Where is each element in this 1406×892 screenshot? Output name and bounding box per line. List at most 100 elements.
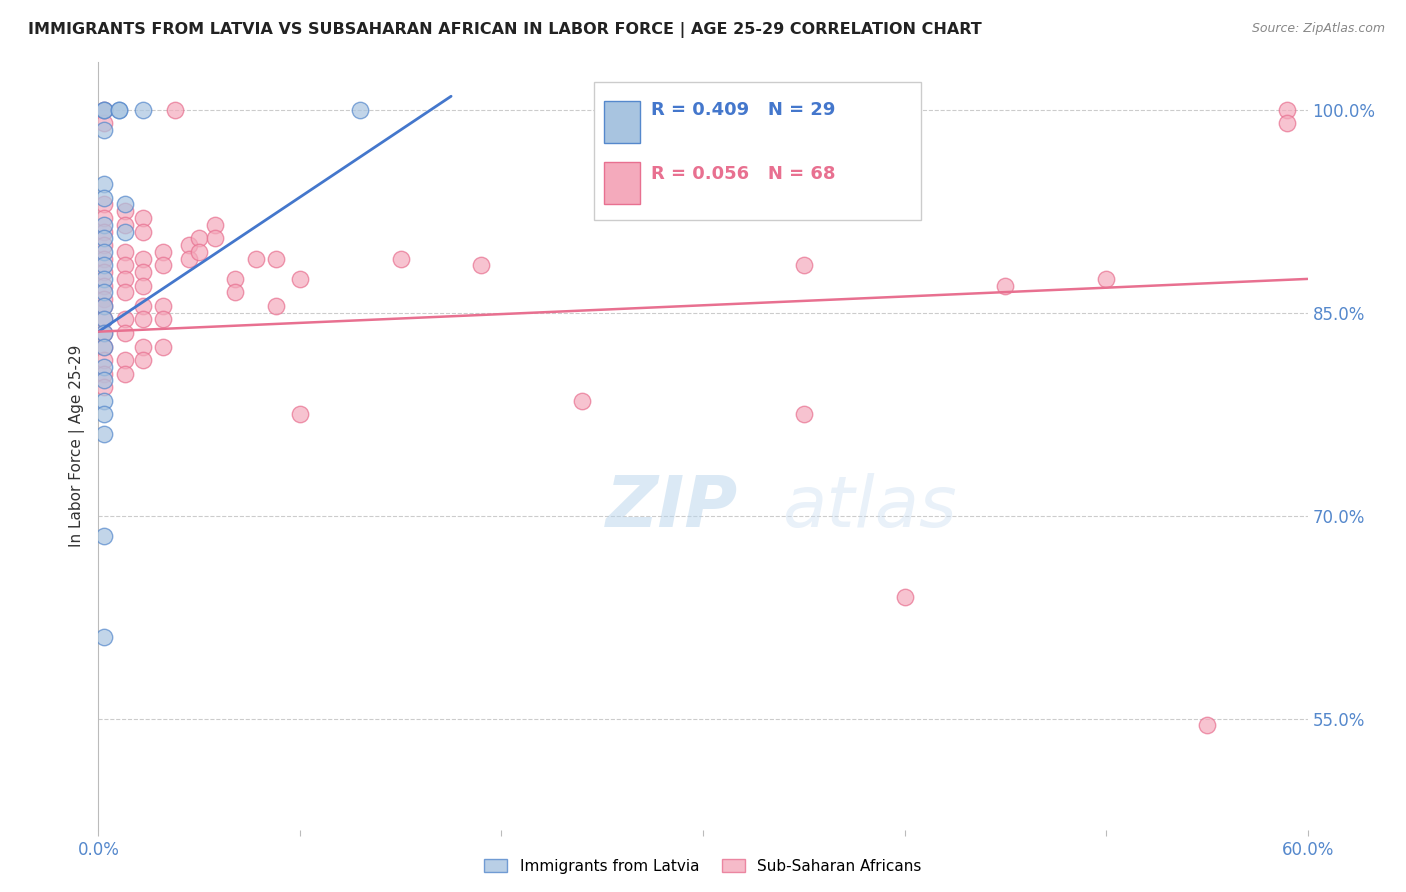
Point — [179, 238, 201, 252]
Bar — [603, 101, 640, 143]
Point — [93, 225, 115, 239]
Point — [264, 299, 287, 313]
Point — [224, 285, 246, 300]
Point — [152, 244, 174, 259]
Point — [114, 225, 136, 239]
Point — [93, 340, 115, 354]
Point — [114, 218, 136, 232]
Point — [224, 272, 246, 286]
Point — [163, 103, 186, 117]
Point — [93, 272, 115, 286]
Point — [93, 631, 115, 645]
Point — [107, 103, 129, 117]
Point — [93, 393, 115, 408]
Point — [114, 244, 136, 259]
Point — [114, 285, 136, 300]
Point — [114, 326, 136, 340]
Point — [152, 340, 174, 354]
Point — [245, 252, 267, 266]
FancyBboxPatch shape — [595, 82, 921, 219]
Point — [132, 353, 155, 368]
Text: R = 0.056   N = 68: R = 0.056 N = 68 — [651, 165, 835, 183]
Point — [93, 103, 115, 117]
Point — [93, 244, 115, 259]
Point — [93, 292, 115, 306]
Point — [93, 407, 115, 421]
Point — [188, 244, 211, 259]
Point — [793, 407, 815, 421]
Point — [132, 225, 155, 239]
Point — [93, 197, 115, 211]
Point — [692, 103, 714, 117]
Point — [114, 367, 136, 381]
Point — [93, 529, 115, 543]
Point — [132, 103, 155, 117]
Point — [93, 259, 115, 273]
Point — [93, 191, 115, 205]
Y-axis label: In Labor Force | Age 25-29: In Labor Force | Age 25-29 — [69, 345, 86, 547]
Point — [93, 353, 115, 368]
Point — [93, 299, 115, 313]
Point — [93, 312, 115, 326]
Point — [152, 259, 174, 273]
Point — [114, 312, 136, 326]
Point — [1195, 718, 1218, 732]
Point — [114, 204, 136, 219]
Point — [93, 103, 115, 117]
Point — [93, 326, 115, 340]
Point — [93, 312, 115, 326]
Point — [93, 116, 115, 130]
Point — [93, 340, 115, 354]
Point — [93, 326, 115, 340]
Bar — [603, 162, 640, 204]
Point — [349, 103, 371, 117]
Point — [93, 380, 115, 394]
Point — [179, 252, 201, 266]
Point — [264, 252, 287, 266]
Point — [93, 285, 115, 300]
Point — [114, 272, 136, 286]
Point — [132, 252, 155, 266]
Point — [93, 265, 115, 279]
Point — [93, 359, 115, 374]
Point — [204, 231, 226, 245]
Text: ZIP: ZIP — [606, 473, 738, 541]
Point — [93, 231, 115, 245]
Point — [132, 265, 155, 279]
Text: R = 0.409   N = 29: R = 0.409 N = 29 — [651, 101, 835, 119]
Point — [288, 407, 311, 421]
Point — [204, 218, 226, 232]
Point — [93, 299, 115, 313]
Point — [114, 353, 136, 368]
Point — [132, 211, 155, 225]
Point — [994, 278, 1017, 293]
Point — [93, 178, 115, 192]
Point — [132, 340, 155, 354]
Point — [93, 103, 115, 117]
Point — [132, 299, 155, 313]
Point — [152, 312, 174, 326]
Point — [188, 231, 211, 245]
Point — [132, 312, 155, 326]
Point — [571, 393, 593, 408]
Point — [93, 238, 115, 252]
Point — [114, 259, 136, 273]
Point — [93, 218, 115, 232]
Point — [1095, 272, 1118, 286]
Point — [93, 373, 115, 387]
Text: Source: ZipAtlas.com: Source: ZipAtlas.com — [1251, 22, 1385, 36]
Point — [93, 123, 115, 137]
Point — [114, 197, 136, 211]
Point — [1277, 103, 1299, 117]
Point — [107, 103, 129, 117]
Text: IMMIGRANTS FROM LATVIA VS SUBSAHARAN AFRICAN IN LABOR FORCE | AGE 25-29 CORRELAT: IMMIGRANTS FROM LATVIA VS SUBSAHARAN AFR… — [28, 22, 981, 38]
Text: atlas: atlas — [782, 473, 956, 541]
Point — [93, 211, 115, 225]
Point — [389, 252, 412, 266]
Point — [1277, 116, 1299, 130]
Point — [93, 427, 115, 442]
Point — [631, 103, 654, 117]
Point — [93, 252, 115, 266]
Point — [93, 278, 115, 293]
Legend: Immigrants from Latvia, Sub-Saharan Africans: Immigrants from Latvia, Sub-Saharan Afri… — [478, 853, 928, 880]
